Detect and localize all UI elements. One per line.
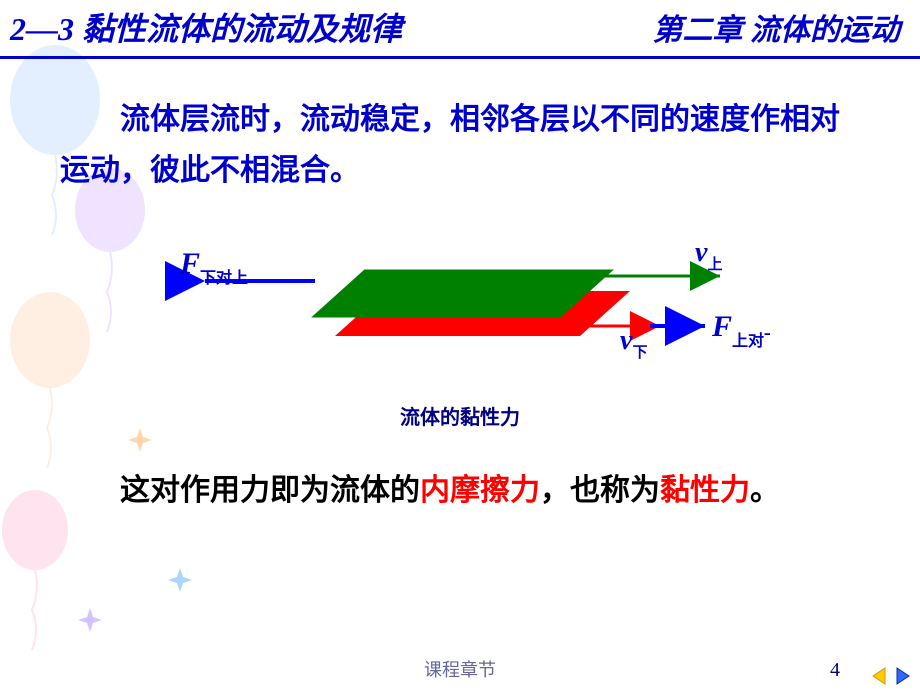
page-number: 4: [830, 659, 840, 682]
para2-highlight1: 内摩擦力: [420, 474, 540, 507]
viscous-force-diagram: F下对上 v上 v下 F上对下: [150, 221, 770, 381]
force-right-label: F上对下: [711, 310, 770, 350]
section-title: 2—3 黏性流体的流动及规律: [10, 4, 402, 50]
paragraph-2: 这对作用力即为流体的内摩擦力，也称为黏性力。: [60, 465, 860, 516]
para2-highlight2: 黏性力: [660, 474, 750, 507]
para2-text3: 。: [750, 474, 780, 507]
nav-next-icon[interactable]: [892, 666, 912, 686]
velocity-top-label: v上: [695, 237, 722, 273]
nav-controls: [870, 666, 912, 686]
slide-header: 2—3 黏性流体的流动及规律 第二章 流体的运动: [0, 0, 920, 59]
velocity-bottom-label: v下: [620, 325, 647, 361]
nav-prev-icon[interactable]: [870, 666, 890, 686]
diagram-caption: 流体的黏性力: [60, 401, 860, 430]
para2-text2: ，也称为: [540, 474, 660, 507]
force-left-label: F下对上: [179, 247, 248, 287]
slide-content: 流体层流时，流动稳定，相邻各层以不同的速度作相对运动，彼此不相混合。: [0, 59, 920, 516]
paragraph-1: 流体层流时，流动稳定，相邻各层以不同的速度作相对运动，彼此不相混合。: [60, 94, 860, 196]
chapter-title: 第二章 流体的运动: [653, 5, 911, 49]
diagram-container: F下对上 v上 v下 F上对下 流体的黏性力: [60, 221, 860, 430]
slide-footer: 课程章节 4: [0, 660, 920, 690]
footer-label: 课程章节: [424, 656, 496, 682]
top-plate: [315, 271, 610, 316]
para2-text1: 这对作用力即为流体的: [120, 474, 420, 507]
